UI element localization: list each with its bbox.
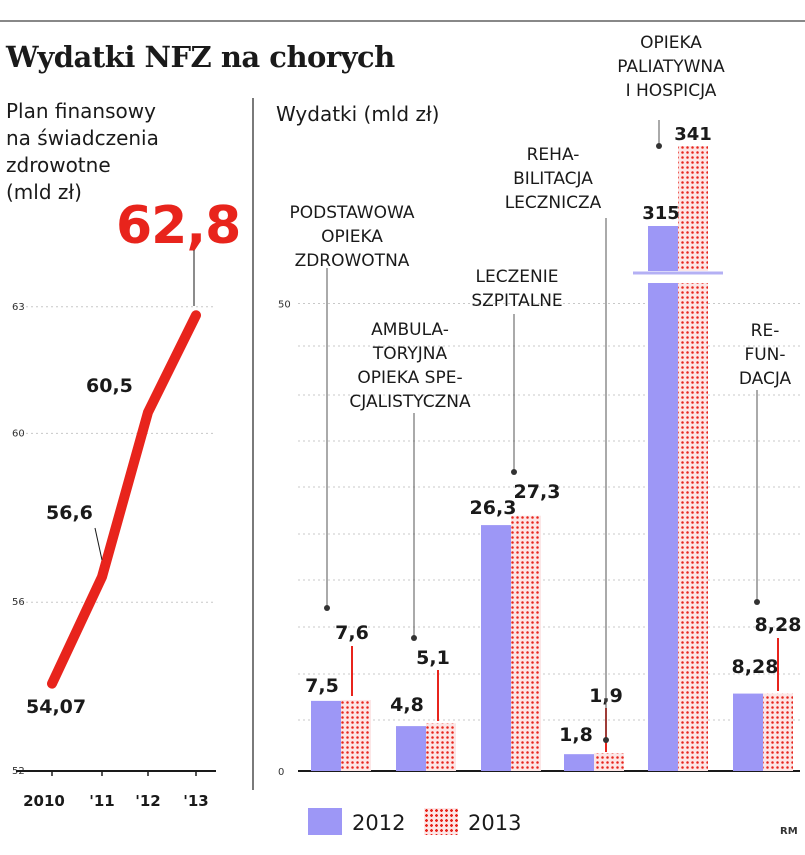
bar-2012 <box>648 283 678 771</box>
bar-value-label-2013: 5,1 <box>416 647 450 669</box>
bar-category-leader-dot <box>656 143 662 149</box>
bar-category-label-line: BILITACJA <box>513 169 593 189</box>
bar-category-leader-dot <box>511 469 517 475</box>
bar-value-label-2012: 1,8 <box>559 724 593 746</box>
legend-swatch-2012 <box>308 808 342 835</box>
line-data-label: 60,5 <box>86 375 133 397</box>
bar-category-label-line: DACJA <box>739 369 792 389</box>
bar-2012 <box>648 226 678 271</box>
bar-value-label-2013: 8,28 <box>755 614 802 636</box>
bar-value-label-2012: 315 <box>642 203 680 224</box>
bar-category-leader-dot <box>754 599 760 605</box>
bar-category-label-line: LECZENIE <box>476 267 559 287</box>
bar-value-label-2012: 4,8 <box>390 694 424 716</box>
bar-category-leader-dot <box>603 737 609 743</box>
bar-category-label-line: RE- <box>751 321 780 341</box>
bar-category-label-line: OPIEKA <box>321 227 383 247</box>
bar-ytick-label: 0 <box>278 767 284 778</box>
bar-value-label-2012: 8,28 <box>732 656 779 678</box>
bar-category-label-line: I HOSPICJA <box>626 81 717 101</box>
bar-category-leader-dot <box>411 635 417 641</box>
bar-2013 <box>341 699 371 771</box>
bar-category-label: OPIEKA PALIATYWNA I HOSPICJA <box>617 33 725 101</box>
legend-swatch-2013 <box>424 808 458 835</box>
bar-category-label: PODSTAWOWA OPIEKA ZDROWOTNA <box>290 203 415 271</box>
line-title-line-3: zdrowotne <box>6 153 111 177</box>
bar-2012 <box>733 693 763 771</box>
bar-category-label: LECZENIE SZPITALNE <box>471 267 562 311</box>
line-ytick-label: 56 <box>12 597 25 608</box>
bar-2012 <box>396 726 426 771</box>
bar-category-label-line: OPIEKA SPE- <box>357 368 462 388</box>
line-leader <box>94 527 103 561</box>
top-rule <box>0 20 805 22</box>
bar-2013 <box>511 515 541 771</box>
bar-value-label-2013: 27,3 <box>514 481 561 503</box>
chart-title: Wydatki NFZ na chorych <box>6 40 395 74</box>
line-ytick-label: 63 <box>12 302 25 313</box>
line-series <box>47 310 201 689</box>
bar-value-label-2013: 7,6 <box>335 622 369 644</box>
bar-category-label-line: FUN- <box>744 345 785 365</box>
bar-2012 <box>481 525 511 771</box>
bar-value-label-2013: 341 <box>674 124 712 145</box>
legend-label-2012: 2012 <box>352 811 406 835</box>
bar-category-label-line: ZDROWOTNA <box>295 251 410 271</box>
line-xtick-label: '13 <box>183 792 208 810</box>
line-title-line-1: Plan finansowy <box>6 99 156 123</box>
credit: RM <box>780 826 798 837</box>
bar-category-label: REHA- BILITACJA LECZNICZA <box>505 145 602 213</box>
bar-category-label-line: PODSTAWOWA <box>290 203 415 223</box>
bar-category-label: RE- FUN- DACJA <box>739 321 792 389</box>
line-title-line-4: (mld zł) <box>6 180 82 204</box>
bar-2013 <box>763 693 793 771</box>
bar-2013 <box>678 283 708 771</box>
bar-2013 <box>594 753 624 771</box>
bar-category-label-line: LECZNICZA <box>505 193 602 213</box>
bar-category-label-line: AMBULA- <box>371 320 449 340</box>
bar-category-label-line: CJALISTYCZNA <box>349 392 471 412</box>
line-final-value: 62,8 <box>116 196 241 256</box>
line-data-label: 54,07 <box>26 696 86 718</box>
line-chart-title: Plan finansowy na świadczenia zdrowotne … <box>6 98 159 206</box>
bar-value-label-2012: 26,3 <box>470 497 517 519</box>
bar-2013 <box>678 146 708 271</box>
bar-chart-ylabel: Wydatki (mld zł) <box>276 102 440 126</box>
line-xtick-label: '12 <box>135 792 160 810</box>
bar-2013 <box>426 723 456 771</box>
bar-ytick-label: 50 <box>278 300 291 311</box>
bar-value-label-2012: 7,5 <box>305 675 339 697</box>
bar-2012 <box>564 754 594 771</box>
bar-category-label-line: TORYJNA <box>372 344 448 364</box>
bar-category-label-line: PALIATYWNA <box>617 57 725 77</box>
bar-category-label: AMBULA- TORYJNA OPIEKA SPE- CJALISTYCZNA <box>349 320 471 412</box>
bar-category-label-line: OPIEKA <box>640 33 702 53</box>
line-ytick-label: 60 <box>12 428 25 439</box>
bar-category-leader-dot <box>324 605 330 611</box>
line-xtick-label: '11 <box>89 792 114 810</box>
line-title-line-2: na świadczenia <box>6 126 159 150</box>
bar-category-label-line: REHA- <box>527 145 580 165</box>
panel-divider <box>252 98 254 790</box>
legend-label-2013: 2013 <box>468 811 522 835</box>
bar-2012 <box>311 700 341 771</box>
line-xtick-label: 2010 <box>23 792 65 810</box>
bar-category-label-line: SZPITALNE <box>471 291 562 311</box>
line-data-label: 56,6 <box>46 502 93 524</box>
